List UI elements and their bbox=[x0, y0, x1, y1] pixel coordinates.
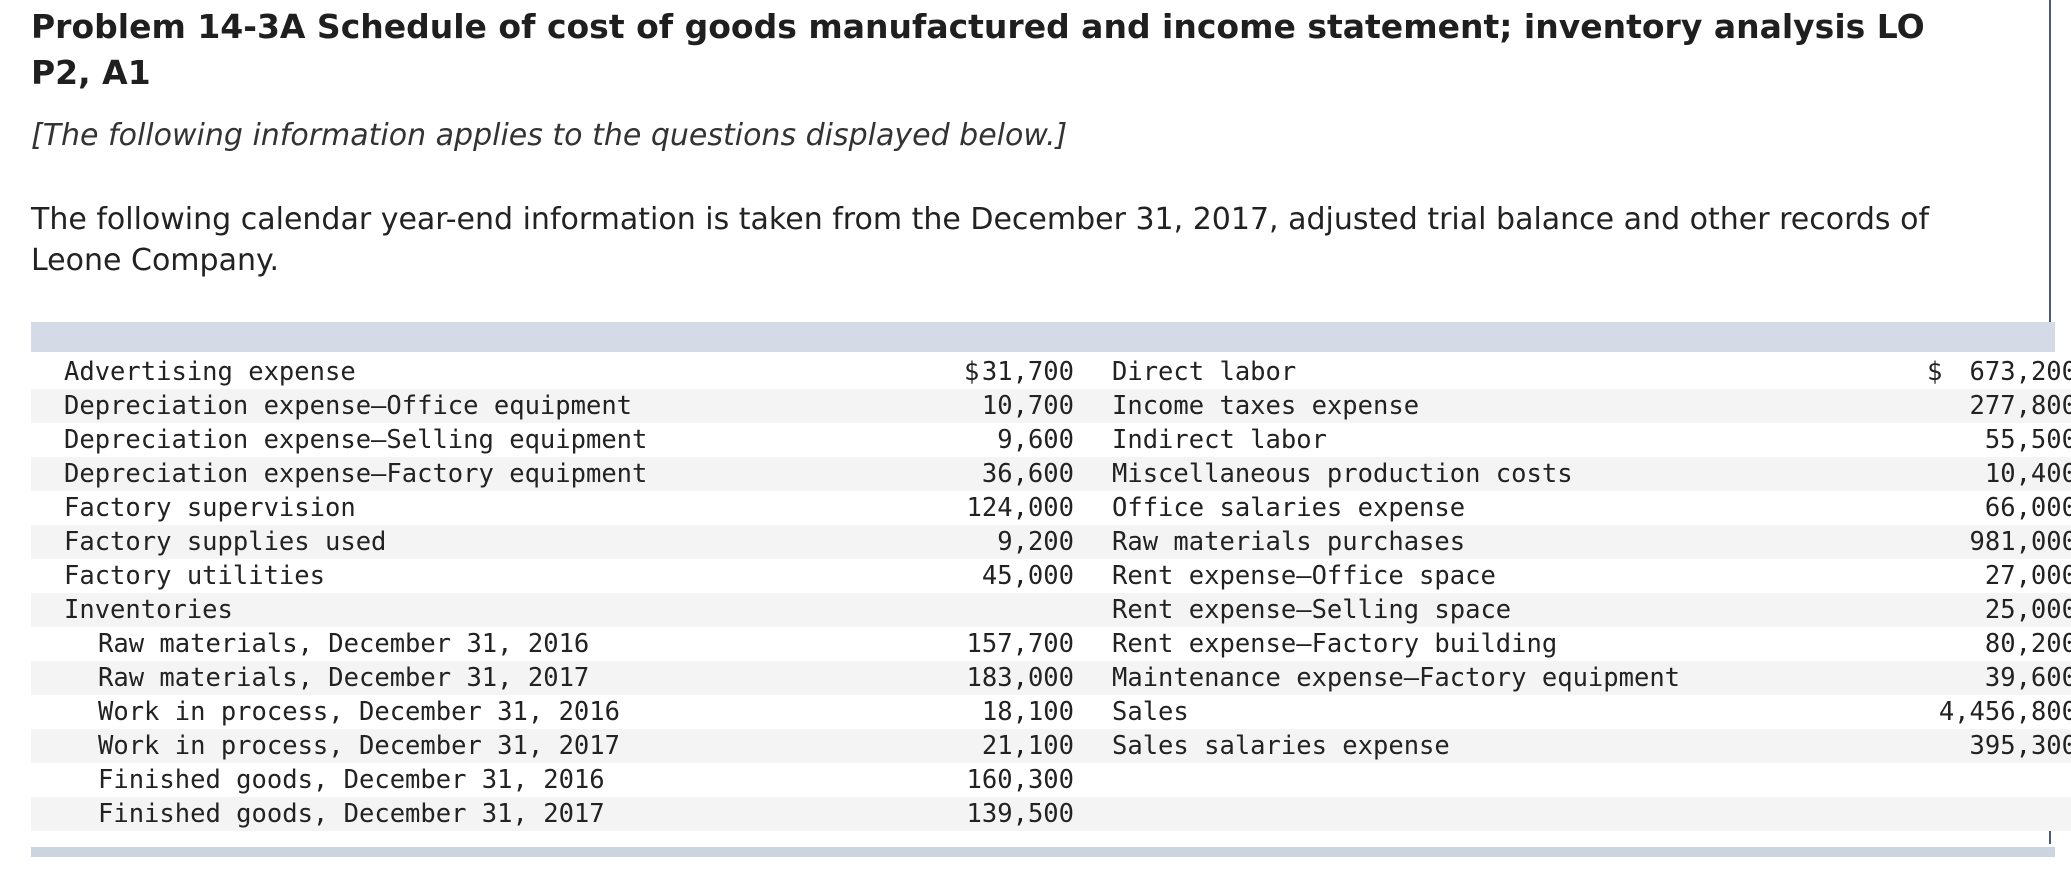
account-label: Rent expense—Selling space bbox=[1112, 593, 1927, 627]
account-label: Sales bbox=[1112, 695, 1927, 729]
account-amount: 27,000 bbox=[1927, 559, 2071, 593]
account-label: Rent expense—Office space bbox=[1112, 559, 1927, 593]
account-label: Depreciation expense—Office equipment bbox=[31, 389, 964, 423]
account-label: Depreciation expense—Selling equipment bbox=[31, 423, 964, 457]
account-label: Factory supplies used bbox=[31, 525, 964, 559]
account-label bbox=[1112, 763, 1927, 797]
table-row: Advertising expense $31,700 Direct labor… bbox=[31, 355, 2071, 389]
account-amount: 124,000 bbox=[964, 491, 1074, 525]
account-label: Work in process, December 31, 2016 bbox=[31, 695, 964, 729]
table-row: Factory supervision 124,000 Office salar… bbox=[31, 491, 2071, 525]
table-row: Factory utilities 45,000 Rent expense—Of… bbox=[31, 559, 2071, 593]
account-label: Miscellaneous production costs bbox=[1112, 457, 1927, 491]
account-amount: 21,100 bbox=[964, 729, 1074, 763]
table-row: Raw materials, December 31, 2017 183,000… bbox=[31, 661, 2071, 695]
account-amount bbox=[1927, 797, 2071, 831]
account-amount: 160,300 bbox=[964, 763, 1074, 797]
account-label: Rent expense—Factory building bbox=[1112, 627, 1927, 661]
account-label: Direct labor bbox=[1112, 355, 1927, 389]
account-amount: 25,000 bbox=[1927, 593, 2071, 627]
account-amount: 157,700 bbox=[964, 627, 1074, 661]
intro-text: The following calendar year-end informat… bbox=[31, 202, 1930, 278]
account-amount: $31,700 bbox=[964, 355, 1074, 389]
table-row: Depreciation expense—Selling equipment 9… bbox=[31, 423, 2071, 457]
table-row: Depreciation expense—Office equipment 10… bbox=[31, 389, 2071, 423]
account-label: Finished goods, December 31, 2016 bbox=[31, 763, 964, 797]
currency-symbol: $ bbox=[964, 357, 980, 387]
account-label: Raw materials, December 31, 2017 bbox=[31, 661, 964, 695]
account-label: Advertising expense bbox=[31, 355, 964, 389]
account-label: Sales salaries expense bbox=[1112, 729, 1927, 763]
account-amount: 277,800 bbox=[1927, 389, 2071, 423]
problem-title: Problem 14-3A Schedule of cost of goods … bbox=[31, 7, 1925, 92]
table-row: Finished goods, December 31, 2016 160,30… bbox=[31, 763, 2071, 797]
currency-symbol: $ bbox=[1927, 357, 1943, 387]
account-amount: 36,600 bbox=[964, 457, 1074, 491]
account-label: Raw materials, December 31, 2016 bbox=[31, 627, 964, 661]
right-border-line bbox=[2049, 830, 2051, 844]
account-amount: 395,300 bbox=[1927, 729, 2071, 763]
account-amount: 66,000 bbox=[1927, 491, 2071, 525]
account-amount: 4,456,800 bbox=[1927, 695, 2071, 729]
table-row: Work in process, December 31, 2016 18,10… bbox=[31, 695, 2071, 729]
table-row: Finished goods, December 31, 2017 139,50… bbox=[31, 797, 2071, 831]
account-label bbox=[1112, 797, 1927, 831]
account-amount bbox=[964, 593, 1074, 627]
account-amount: $673,200 bbox=[1927, 355, 2071, 389]
account-amount: 10,700 bbox=[964, 389, 1074, 423]
account-amount: 18,100 bbox=[964, 695, 1074, 729]
account-amount: 39,600 bbox=[1927, 661, 2071, 695]
account-amount: 10,400 bbox=[1927, 457, 2071, 491]
account-amount: 9,600 bbox=[964, 423, 1074, 457]
trial-balance-table: Advertising expense $31,700 Direct labor… bbox=[31, 355, 2071, 831]
table-footer-band bbox=[31, 847, 2055, 857]
account-label: Raw materials purchases bbox=[1112, 525, 1927, 559]
account-amount: 9,200 bbox=[964, 525, 1074, 559]
account-amount: 139,500 bbox=[964, 797, 1074, 831]
account-label: Factory utilities bbox=[31, 559, 964, 593]
account-amount: 80,200 bbox=[1927, 627, 2071, 661]
table-row: Factory supplies used 9,200 Raw material… bbox=[31, 525, 2071, 559]
account-label: Inventories bbox=[31, 593, 964, 627]
account-label: Work in process, December 31, 2017 bbox=[31, 729, 964, 763]
account-amount: 981,000 bbox=[1927, 525, 2071, 559]
account-label: Office salaries expense bbox=[1112, 491, 1927, 525]
account-label: Income taxes expense bbox=[1112, 389, 1927, 423]
table-row: Depreciation expense—Factory equipment 3… bbox=[31, 457, 2071, 491]
account-label: Finished goods, December 31, 2017 bbox=[31, 797, 964, 831]
intro-note: [The following information applies to th… bbox=[31, 118, 1068, 153]
account-label: Indirect labor bbox=[1112, 423, 1927, 457]
account-amount: 55,500 bbox=[1927, 423, 2071, 457]
table-row: Work in process, December 31, 2017 21,10… bbox=[31, 729, 2071, 763]
table-header-band bbox=[31, 322, 2055, 352]
right-border-line bbox=[2049, 0, 2051, 322]
account-label: Factory supervision bbox=[31, 491, 964, 525]
table-row: Raw materials, December 31, 2016 157,700… bbox=[31, 627, 2071, 661]
account-label: Depreciation expense—Factory equipment bbox=[31, 457, 964, 491]
account-amount bbox=[1927, 763, 2071, 797]
account-amount: 45,000 bbox=[964, 559, 1074, 593]
account-label: Maintenance expense—Factory equipment bbox=[1112, 661, 1927, 695]
account-amount: 183,000 bbox=[964, 661, 1074, 695]
table-row: Inventories Rent expense—Selling space 2… bbox=[31, 593, 2071, 627]
